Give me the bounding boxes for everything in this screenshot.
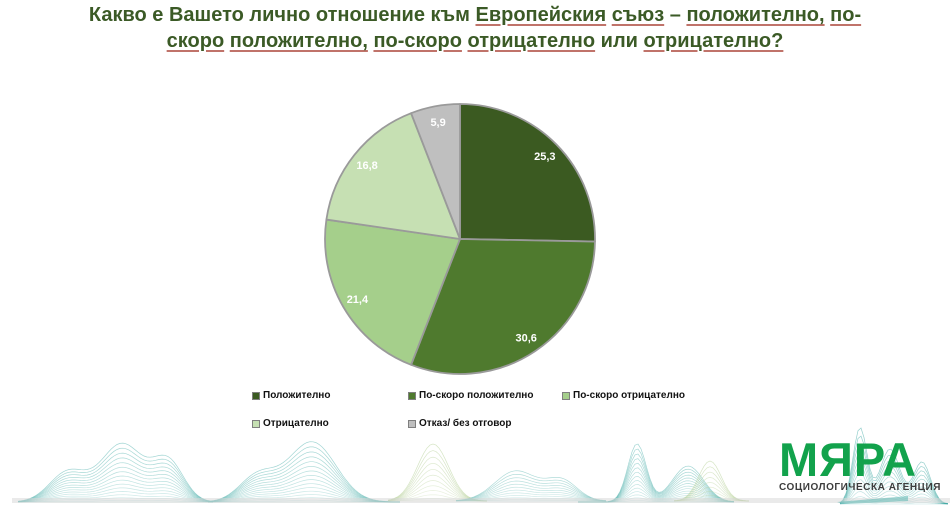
legend-marker: [408, 391, 416, 400]
wave-line: [455, 486, 607, 502]
wave-line: [839, 479, 949, 505]
legend-marker: [252, 391, 260, 400]
legend-marker: [562, 391, 570, 400]
legend-marker: [252, 419, 260, 428]
page-title: Какво е Вашето лично отношение към Европ…: [10, 2, 940, 54]
pie-slice-5: [410, 103, 461, 240]
wave-line: [839, 485, 949, 505]
wave-line: [17, 457, 214, 502]
legend-item: Положително: [252, 390, 408, 401]
wave-line: [17, 471, 214, 503]
legend-item: Отказ/ без отговор: [408, 418, 562, 429]
title-word: –: [669, 4, 681, 26]
wave-line: [17, 447, 214, 502]
title-word: отрицателно?: [643, 30, 784, 52]
logo-text: МЯРА: [779, 433, 918, 486]
title-word: положително,: [229, 30, 368, 52]
wave-line: [455, 477, 607, 502]
title-word: отношение: [315, 4, 425, 26]
wave-base-strip: [12, 498, 950, 503]
title-line: Какво е Вашето лично отношение към Европ…: [10, 2, 940, 28]
title-word: скоро: [166, 30, 225, 52]
legend-item: По-скоро отрицателно: [562, 390, 685, 401]
wave-line: [17, 475, 214, 503]
pie-slice-4: [325, 112, 461, 240]
wave-line: [17, 442, 214, 502]
pie-slice-value-label: 30,6: [515, 333, 536, 345]
title-word: по-скоро: [373, 30, 462, 52]
title-line: скоро положително, по-скоро отрицателно …: [10, 28, 940, 54]
pie-slice-3: [324, 218, 461, 366]
agency-logo: МЯРА СОЦИОЛОГИЧЕСКА АГЕНЦИЯ: [779, 433, 942, 493]
legend-item-label: По-скоро отрицателно: [573, 390, 685, 401]
wave-line: [17, 487, 214, 503]
wave-line: [17, 466, 214, 502]
wave-line: [17, 483, 214, 503]
wave-line: [839, 443, 949, 505]
pie-slice-1: [459, 103, 596, 243]
title-word: положително,: [686, 4, 825, 26]
title-word: Какво: [88, 4, 147, 26]
wave-line: [839, 435, 949, 505]
title-word: към: [430, 4, 470, 26]
logo-subtitle: СОЦИОЛОГИЧЕСКА АГЕНЦИЯ: [779, 482, 942, 493]
wave-line: [839, 451, 949, 505]
title-word: е: [152, 4, 164, 26]
wave-line: [17, 479, 214, 503]
wave-line: [17, 452, 214, 502]
legend-marker: [408, 419, 416, 428]
wave-line: [455, 470, 607, 501]
title-word: отрицателно: [467, 30, 596, 52]
logo-teal-streak: [837, 496, 908, 504]
wave-line: [455, 480, 607, 502]
legend-item-label: По-скоро положително: [419, 390, 534, 401]
title-word: по-: [830, 4, 862, 26]
legend-item: По-скоро положително: [408, 390, 562, 401]
title-word: Вашето: [168, 4, 244, 26]
pie-slice-value-label: 5,9: [430, 117, 445, 129]
legend: Положително По-скоро положително По-скоро …: [252, 390, 685, 429]
legend-item-label: Отрицателно: [263, 418, 329, 429]
pie-slice-value-label: 16,8: [356, 160, 377, 172]
legend-item-label: Положително: [263, 390, 331, 401]
pie-slice-2: [410, 238, 596, 375]
wave-line: [839, 472, 949, 505]
title-word: Европейския: [475, 4, 607, 26]
wave-line: [455, 473, 607, 502]
pie-slice-value-label: 25,3: [534, 151, 555, 163]
legend-item: Отрицателно: [252, 418, 408, 429]
pie-slice-value-label: 21,4: [347, 294, 369, 306]
wave-line: [839, 427, 949, 504]
legend-item-label: Отказ/ без отговор: [419, 418, 512, 429]
wave-line: [839, 465, 949, 505]
wave-line: [17, 462, 214, 502]
wave-line: [839, 458, 949, 505]
wave-line: [455, 483, 607, 502]
title-word: лично: [249, 4, 311, 26]
title-word: или: [600, 30, 638, 52]
title-word: съюз: [611, 4, 665, 26]
